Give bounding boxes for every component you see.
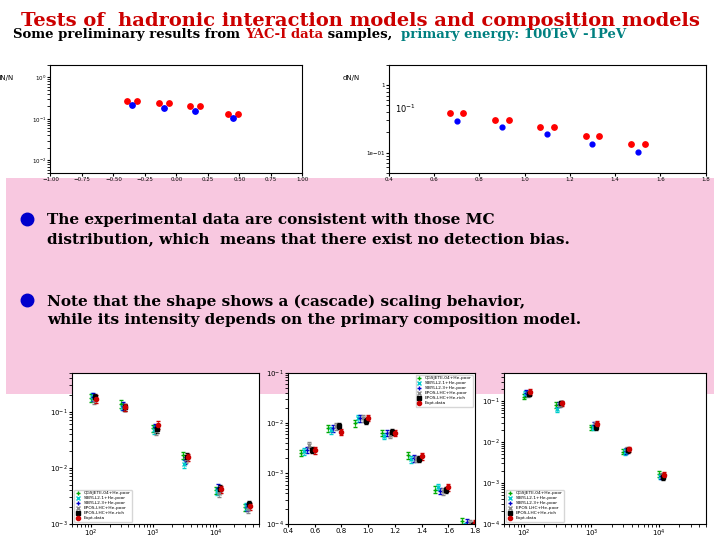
Y-axis label: dN/N: dN/N bbox=[0, 75, 14, 81]
Text: primary energy: 100TeV -1PeV: primary energy: 100TeV -1PeV bbox=[401, 28, 626, 41]
Point bbox=[496, 123, 508, 131]
Text: while its intensity depends on the primary composition model.: while its intensity depends on the prima… bbox=[47, 313, 581, 327]
Point bbox=[587, 139, 598, 148]
Text: distribution, which  means that there exist no detection bias.: distribution, which means that there exi… bbox=[47, 232, 570, 246]
Legend: QGSJETIl-04+He-poor, SIBYLL2.1+He-poor, SIBYLL2.3+He-poor, EPOS-LHC+He-poor, EPO: QGSJETIl-04+He-poor, SIBYLL2.1+He-poor, … bbox=[415, 375, 473, 407]
Point bbox=[541, 130, 553, 138]
Point bbox=[535, 123, 546, 131]
Point bbox=[625, 140, 636, 149]
Text: YAC-I data: YAC-I data bbox=[245, 28, 323, 41]
Y-axis label: dN/N: dN/N bbox=[342, 75, 359, 81]
Point bbox=[639, 140, 650, 149]
Point bbox=[222, 110, 234, 118]
Point bbox=[503, 115, 515, 124]
Point bbox=[228, 114, 239, 123]
Point bbox=[158, 103, 170, 112]
Point bbox=[184, 102, 196, 111]
Point bbox=[490, 115, 501, 124]
Point bbox=[458, 109, 469, 117]
Point bbox=[153, 98, 164, 107]
Text: Note that the shape shows a (cascade) scaling behavior,: Note that the shape shows a (cascade) sc… bbox=[47, 294, 525, 309]
Point bbox=[122, 96, 133, 105]
Text: Tests of  hadronic interaction models and composition models: Tests of hadronic interaction models and… bbox=[21, 12, 699, 30]
Point bbox=[132, 96, 143, 105]
Legend: QGSJETIl-04+He-poor, SIBYLL2.1+He-poor, SIBYLL2.3+He-poor, EPOS-LHC+He-poor, EPO: QGSJETIl-04+He-poor, SIBYLL2.1+He-poor, … bbox=[74, 490, 132, 522]
Point bbox=[593, 132, 605, 140]
Point bbox=[444, 109, 456, 117]
Bar bbox=[6, 178, 714, 394]
Point bbox=[580, 132, 591, 140]
Point bbox=[127, 101, 138, 110]
Legend: QGSJETIl-04+He-poor, SIBYLL2.1+He-poor, SIBYLL2.3+He-poor, EPOS LHC+He-poor, EPO: QGSJETIl-04+He-poor, SIBYLL2.1+He-poor, … bbox=[506, 490, 564, 522]
Point bbox=[194, 102, 206, 111]
Point bbox=[233, 110, 244, 118]
Text: The experimental data are consistent with those MC: The experimental data are consistent wit… bbox=[47, 213, 495, 227]
Text: Some preliminary results from: Some preliminary results from bbox=[13, 28, 245, 41]
Point bbox=[189, 107, 201, 116]
Point bbox=[548, 123, 559, 131]
Point bbox=[632, 147, 644, 156]
Text: $10^{-1}$: $10^{-1}$ bbox=[395, 103, 416, 116]
Text: samples,: samples, bbox=[323, 28, 401, 41]
Point bbox=[451, 116, 462, 125]
Point bbox=[163, 98, 174, 107]
